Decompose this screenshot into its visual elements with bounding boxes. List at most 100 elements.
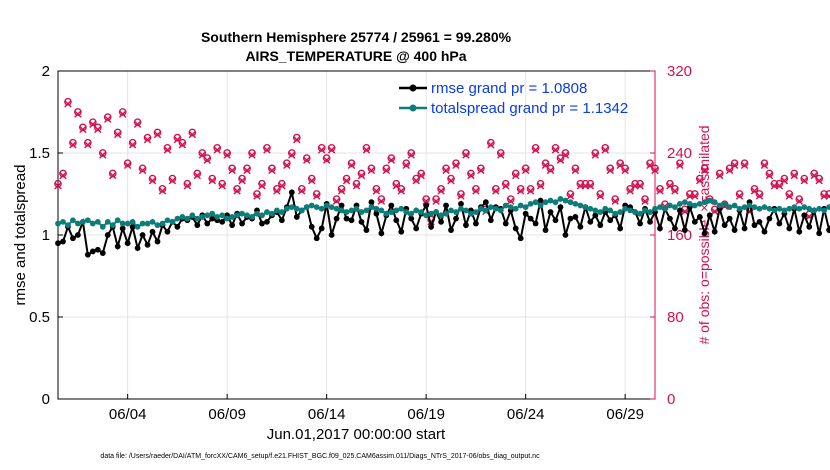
x-axis-label: Jun.01,2017 00:00:00 start xyxy=(267,426,446,443)
obs-possible-point xyxy=(601,144,610,152)
totalspread-point xyxy=(75,220,81,227)
obs-assimilated-point xyxy=(641,197,649,205)
rmse-point xyxy=(70,235,76,242)
obs-possible-point xyxy=(511,169,520,178)
obs-possible-point xyxy=(263,144,271,152)
totalspread-point xyxy=(612,210,619,217)
rmse-point xyxy=(84,251,91,258)
obs-possible-point xyxy=(715,169,724,178)
rmse-point xyxy=(99,250,106,256)
obs-assimilated-point xyxy=(64,100,72,108)
obs-possible-point xyxy=(208,174,217,183)
obs-possible-point xyxy=(561,149,570,157)
totalspread-point xyxy=(393,207,400,214)
rmse-point xyxy=(94,246,101,253)
obs-assimilated-point xyxy=(79,125,87,134)
totalspread-point xyxy=(428,210,435,217)
obs-assimilated-point xyxy=(561,151,570,159)
obs-assimilated-point xyxy=(571,166,580,175)
obs-assimilated-point xyxy=(54,182,62,190)
obs-possible-point xyxy=(472,185,480,193)
totalspread-point xyxy=(667,202,673,209)
totalspread-point xyxy=(597,209,604,215)
obs-possible-point xyxy=(457,190,465,198)
rmse-point xyxy=(293,214,300,220)
totalspread-point xyxy=(318,205,325,212)
obs-possible-point xyxy=(725,164,734,173)
totalspread-point xyxy=(109,222,116,229)
obs-assimilated-point xyxy=(387,156,396,164)
totalspread-point xyxy=(323,202,330,209)
obs-possible-point xyxy=(93,123,102,132)
rmse-point xyxy=(104,232,111,238)
rmse-point xyxy=(443,202,449,209)
obs-possible-point xyxy=(213,144,222,152)
left-tick-label: 1 xyxy=(42,227,50,244)
rmse-point xyxy=(363,227,370,233)
obs-assimilated-point xyxy=(352,182,361,190)
legend-label-totalspread: totalspread grand pr = 1.1342 xyxy=(431,100,628,117)
totalspread-point xyxy=(811,207,818,214)
rmse-point xyxy=(637,220,643,227)
obs-assimilated-point xyxy=(213,146,221,154)
obs-assimilated-point xyxy=(362,146,371,154)
obs-possible-point xyxy=(432,195,440,203)
rmse-point xyxy=(388,202,395,209)
obs-assimilated-point xyxy=(715,171,724,180)
totalspread-point xyxy=(482,207,489,214)
obs-assimilated-point xyxy=(422,197,430,205)
obs-assimilated-point xyxy=(462,151,470,159)
obs-assimilated-point xyxy=(507,197,515,205)
totalspread-point xyxy=(333,205,340,212)
obs-assimilated-point xyxy=(487,141,495,149)
totalspread-point xyxy=(60,218,66,225)
obs-assimilated-point xyxy=(536,182,545,190)
obs-possible-point xyxy=(815,174,824,183)
obs-possible-point xyxy=(755,190,764,198)
obs-assimilated-point xyxy=(69,141,77,149)
left-axis-ticks: 0 0.5 1 1.5 2 xyxy=(29,63,63,408)
obs-assimilated-point xyxy=(790,171,798,180)
totalspread-point xyxy=(602,205,609,212)
obs-possible-point xyxy=(367,164,376,173)
rmse-point xyxy=(373,210,380,217)
totalspread-point xyxy=(527,200,534,207)
totalspread-point xyxy=(413,207,420,214)
totalspread-point xyxy=(373,205,380,212)
totalspread-point xyxy=(676,200,683,207)
obs-assimilated-point xyxy=(123,161,132,169)
obs-possible-point xyxy=(447,174,455,183)
rmse-point xyxy=(259,220,265,227)
obs-assimilated-point xyxy=(298,187,306,195)
totalspread-point xyxy=(104,218,111,225)
totalspread-point xyxy=(423,212,430,219)
obs-possible-point xyxy=(695,174,704,183)
rmse-point xyxy=(453,215,459,222)
obs-assimilated-point xyxy=(516,187,525,195)
totalspread-point xyxy=(542,199,549,206)
obs-possible-point xyxy=(387,154,396,162)
obs-possible-point xyxy=(730,159,739,168)
obs-assimilated-point xyxy=(611,197,619,205)
obs-possible-point xyxy=(273,185,281,193)
rmse-point xyxy=(826,227,830,233)
obs-possible-point xyxy=(496,149,505,157)
obs-possible-point xyxy=(616,159,625,168)
obs-assimilated-point xyxy=(347,161,356,169)
obs-possible-point xyxy=(571,164,580,173)
totalspread-point xyxy=(801,204,808,211)
rmse-point xyxy=(617,225,624,232)
rmse-point xyxy=(597,222,604,229)
totalspread-point xyxy=(448,207,454,214)
totalspread-point xyxy=(174,215,181,222)
x-tick-label: 06/14 xyxy=(308,406,346,423)
obs-assimilated-point xyxy=(760,161,769,169)
rmse-point xyxy=(502,220,509,227)
obs-possible-point xyxy=(103,113,112,121)
totalspread-point xyxy=(706,197,713,204)
obs-assimilated-point xyxy=(785,192,794,200)
totalspread-point xyxy=(269,210,275,217)
rmse-point xyxy=(751,222,758,229)
totalspread-point xyxy=(144,220,151,227)
obs-possible-point xyxy=(258,179,266,188)
